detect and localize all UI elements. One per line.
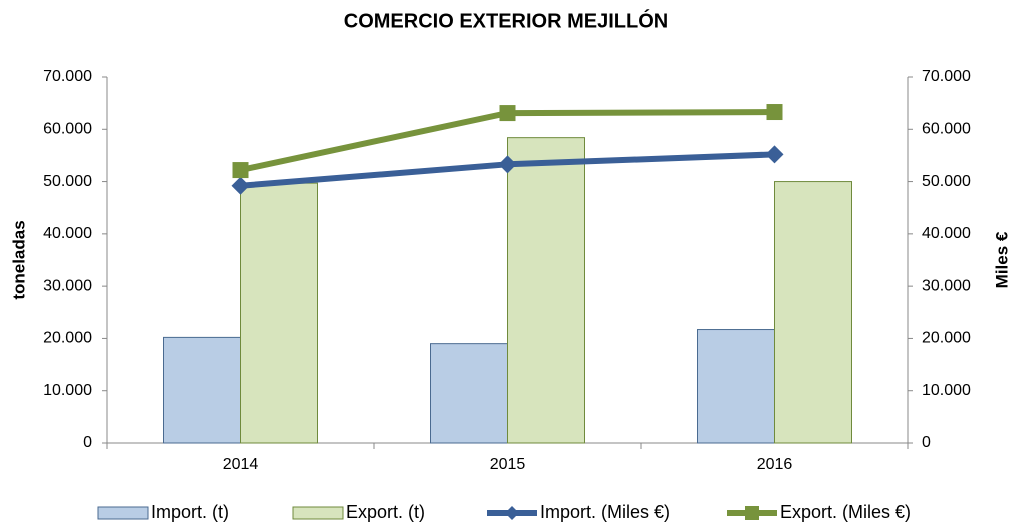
legend-marker: [505, 506, 519, 520]
y-tick-label: 10.000: [43, 382, 92, 399]
y2-tick-label: 60.000: [922, 121, 971, 138]
x-tick-label: 2015: [490, 456, 526, 473]
legend-label: Export. (Miles €): [780, 502, 911, 522]
x-tick-label: 2016: [757, 456, 793, 473]
bar: [697, 329, 775, 444]
y-tick-label: 50.000: [43, 173, 92, 190]
marker: [498, 155, 517, 174]
y2-tick-label: 20.000: [922, 330, 971, 347]
legend-label: Import. (t): [151, 502, 229, 522]
y-tick-label: 20.000: [43, 330, 92, 347]
bar: [163, 336, 241, 444]
y-axis-label: toneladas: [9, 220, 28, 299]
marker: [231, 176, 250, 195]
y-tick-label: 60.000: [43, 121, 92, 138]
marker: [765, 145, 784, 164]
y2-tick-label: 70.000: [922, 68, 971, 85]
marker: [766, 104, 783, 121]
legend-label: Export. (t): [346, 502, 425, 522]
chart-title: COMERCIO EXTERIOR MEJILLÓN: [344, 8, 668, 32]
y2-tick-label: 0: [922, 434, 931, 451]
y2-axis-label: Miles €: [992, 231, 1011, 288]
legend-swatch: [97, 506, 149, 520]
bar: [774, 181, 852, 444]
y2-tick-label: 50.000: [922, 173, 971, 190]
bar: [240, 182, 318, 444]
bar: [430, 343, 508, 444]
y-tick-label: 40.000: [43, 225, 92, 242]
y2-tick-label: 40.000: [922, 225, 971, 242]
legend-marker: [745, 506, 759, 520]
legend-label: Import. (Miles €): [540, 502, 670, 522]
marker: [499, 105, 516, 122]
y2-tick-label: 10.000: [922, 382, 971, 399]
y2-tick-label: 30.000: [922, 277, 971, 294]
y-tick-label: 0: [83, 434, 92, 451]
x-tick-label: 2014: [223, 456, 259, 473]
legend-swatch: [292, 506, 344, 520]
bar: [507, 137, 585, 444]
y-tick-label: 70.000: [43, 68, 92, 85]
y-tick-label: 30.000: [43, 277, 92, 294]
marker: [232, 162, 249, 179]
